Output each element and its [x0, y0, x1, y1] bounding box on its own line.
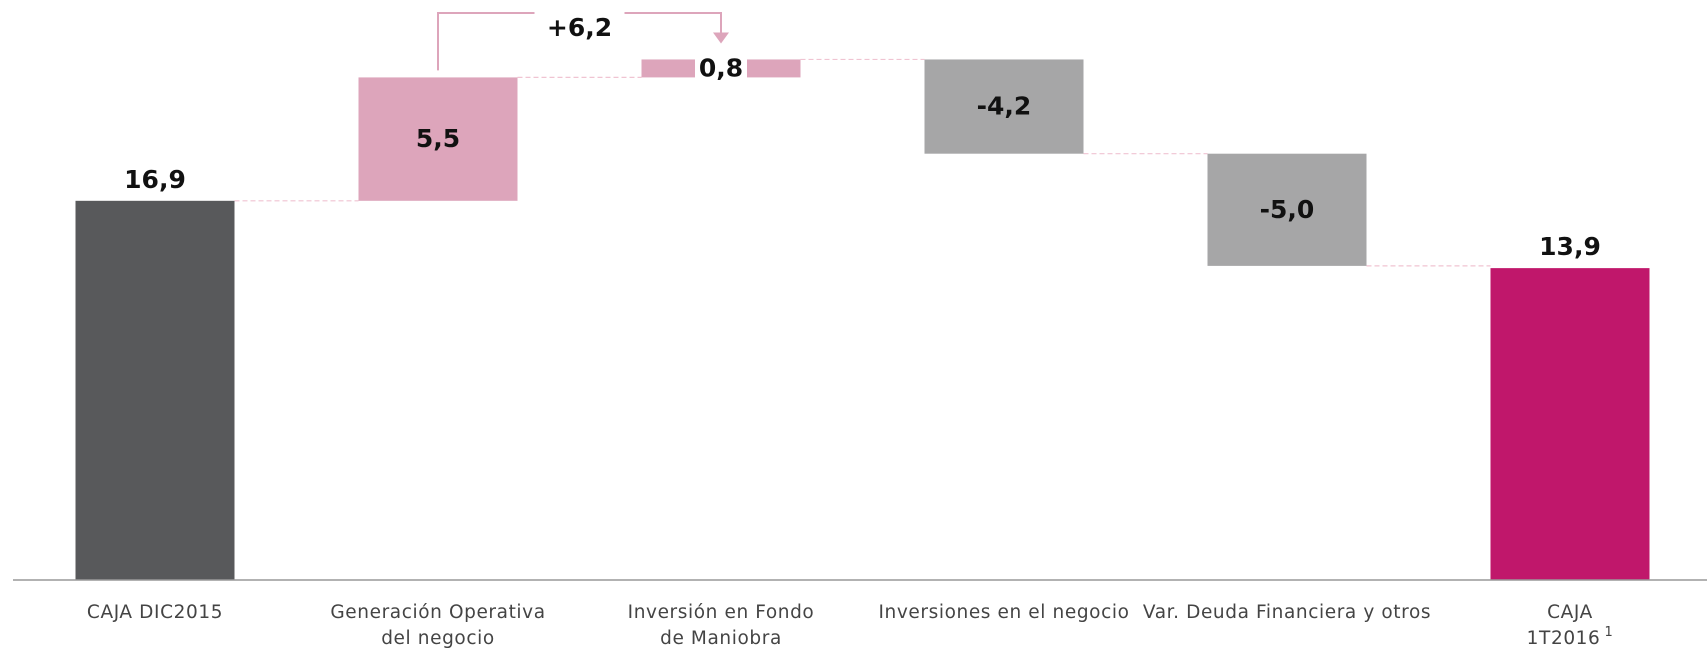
x-tick-label-line: Inversiones en el negocio: [878, 602, 1129, 623]
x-tick-label: Inversión en Fondo de Maniobra: [628, 602, 815, 649]
x-tick-label: Generación Operativa del negocio: [330, 602, 545, 649]
bar: [1207, 153, 1367, 266]
value-label: 5,5: [416, 124, 460, 153]
value-label: -4,2: [977, 92, 1032, 121]
x-tick-label-line: 1T2016: [1527, 628, 1601, 649]
x-tick-label-line: de Maniobra: [660, 628, 782, 649]
footnote-mark: 1: [1604, 625, 1613, 640]
x-tick-label-line: CAJA DIC2015: [87, 602, 223, 623]
bar: [924, 59, 1084, 154]
label-backdrop: [695, 52, 747, 85]
value-label: -5,0: [1260, 195, 1315, 224]
x-tick-label-line: Var. Deuda Financiera y otros: [1143, 602, 1431, 623]
value-label: 13,9: [1539, 232, 1601, 261]
annotation-backdrop: [534, 7, 625, 37]
annotation: +6,2: [547, 13, 612, 42]
value-label: 16,9: [124, 165, 186, 194]
x-tick-label-line: Generación Operativa: [330, 602, 545, 623]
x-tick-label-line: CAJA: [1547, 602, 1593, 623]
x-tick-label: Inversiones en el negocio: [878, 602, 1129, 623]
x-tick-label: CAJA 1T2016 1: [1527, 602, 1614, 649]
x-tick-label: Var. Deuda Financiera y otros: [1143, 602, 1431, 623]
x-tick-label: CAJA DIC2015: [87, 602, 223, 623]
bar: [358, 77, 518, 201]
x-tick-label-line: Inversión en Fondo: [628, 602, 815, 623]
bar: [1490, 268, 1650, 580]
bar: [75, 200, 235, 580]
annotation-arrow: [713, 32, 729, 44]
x-tick-label-line: del negocio: [381, 628, 495, 649]
value-label: 0,8: [699, 53, 743, 82]
